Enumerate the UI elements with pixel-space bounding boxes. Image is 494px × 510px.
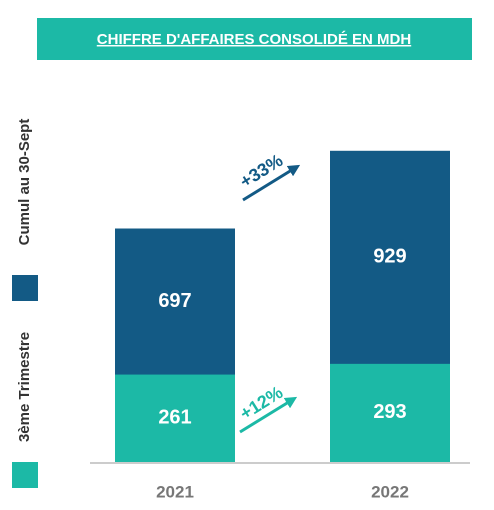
legend-swatch xyxy=(12,275,38,301)
x-tick-label: 2021 xyxy=(156,482,194,501)
legend-label: Cumul au 30-Sept xyxy=(16,119,33,246)
annotation: +33% xyxy=(236,150,286,192)
x-tick-label: 2022 xyxy=(371,482,409,501)
bar xyxy=(330,363,450,462)
data-label: 293 xyxy=(373,401,406,423)
legend-label: 3ème Trimestre xyxy=(16,332,33,442)
legend-swatch xyxy=(12,462,38,488)
title-banner xyxy=(37,18,472,60)
annotation-arrow xyxy=(239,396,298,434)
data-label: 697 xyxy=(158,290,191,312)
annotation-arrow xyxy=(242,164,301,202)
chart-title: CHIFFRE D'AFFAIRES CONSOLIDÉ EN MDH xyxy=(97,31,411,48)
bar xyxy=(115,374,235,462)
data-label: 261 xyxy=(158,407,191,429)
data-label: 929 xyxy=(373,246,406,268)
